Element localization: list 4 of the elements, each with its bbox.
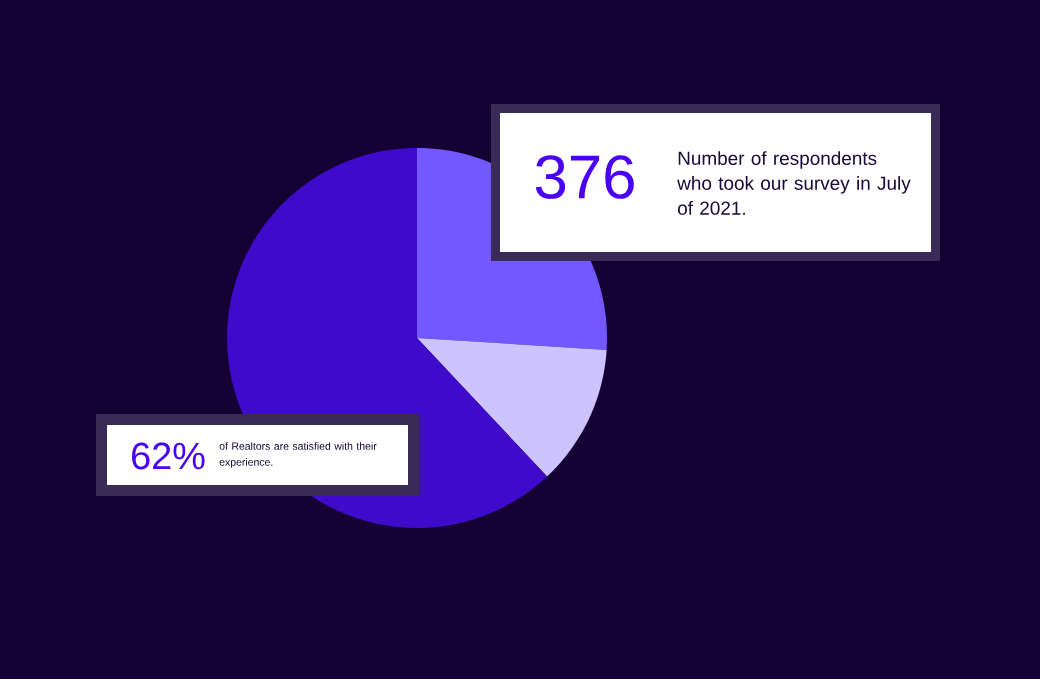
text: 62% xyxy=(132,442,205,470)
text: 376 xyxy=(535,155,634,199)
text: Number of respondents who took our survey in July of 2021. xyxy=(677,151,911,215)
text: of Realtors are satisfied with their experience. xyxy=(219,442,377,468)
